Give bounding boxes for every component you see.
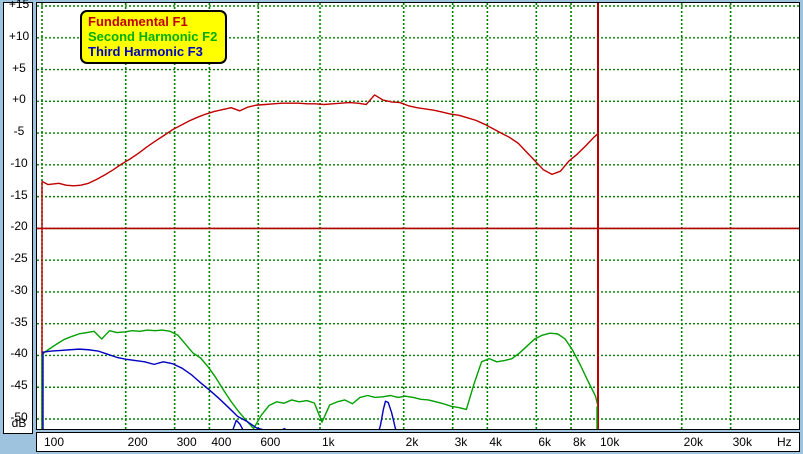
legend: Fundamental F1 Second Harmonic F2 Third … bbox=[80, 10, 228, 64]
x-axis-tick-label: 30k bbox=[732, 435, 752, 449]
legend-item-second-harmonic: Second Harmonic F2 bbox=[88, 29, 218, 44]
legend-item-third-harmonic: Third Harmonic F3 bbox=[88, 44, 203, 59]
frequency-response-chart bbox=[37, 3, 799, 429]
plot-area[interactable]: Fundamental F1 Second Harmonic F2 Third … bbox=[36, 2, 800, 430]
horizontal-gridlines bbox=[37, 5, 799, 420]
x-axis-tick-label: 10k bbox=[600, 435, 620, 449]
y-axis-unit-label: dB bbox=[11, 416, 27, 430]
y-axis-tick-label: -45 bbox=[10, 378, 28, 393]
x-axis-tick-label: 300 bbox=[176, 435, 197, 449]
legend-item-fundamental: Fundamental F1 bbox=[88, 14, 188, 29]
reference-markers bbox=[37, 3, 799, 429]
x-axis-tick-label: 8k bbox=[573, 435, 586, 449]
y-axis-tick-label: -35 bbox=[10, 314, 28, 329]
x-axis-tick-label: 200 bbox=[127, 435, 148, 449]
y-axis-tick-label: -15 bbox=[10, 187, 28, 202]
y-axis-tick-label: -20 bbox=[10, 219, 28, 234]
x-axis-tick-label: 6k bbox=[538, 435, 551, 449]
trace-lines bbox=[41, 94, 599, 429]
vertical-gridlines bbox=[41, 3, 732, 429]
x-axis-tick-label: 400 bbox=[211, 435, 232, 449]
y-axis-tick-label: +10 bbox=[8, 28, 30, 43]
x-axis: 100 200 300 400 600 1k 2k 3k 4k 6k 8k 10k 20k 30k Hz bbox=[36, 432, 800, 452]
y-axis-tick-label: +15 bbox=[8, 0, 30, 11]
y-axis-tick-label: -5 bbox=[13, 124, 25, 139]
x-axis-tick-label: 1k bbox=[322, 435, 335, 449]
x-axis-tick-label: 600 bbox=[260, 435, 281, 449]
x-axis-tick-label: 3k bbox=[454, 435, 468, 449]
x-axis-unit-label: Hz bbox=[777, 435, 792, 449]
y-axis-tick-label: -25 bbox=[10, 251, 28, 266]
y-axis: +15 +10 +5 +0 -5 -10 -15 -20 -25 -30 -35 -40 -45 -50 d… bbox=[3, 0, 33, 434]
y-axis-tick-label: -10 bbox=[10, 155, 28, 170]
y-axis-tick-label: +5 bbox=[12, 60, 26, 75]
x-axis-tick-label: 100 bbox=[44, 435, 65, 449]
x-axis-tick-label: 4k bbox=[489, 435, 503, 449]
y-axis-tick-label: -50 bbox=[10, 410, 28, 424]
y-axis-tick-label: -30 bbox=[10, 282, 28, 297]
x-axis-tick-label: 20k bbox=[683, 435, 704, 449]
y-axis-tick-label: +0 bbox=[12, 92, 26, 107]
y-axis-tick-label: -40 bbox=[10, 346, 28, 361]
x-axis-tick-label: 2k bbox=[405, 435, 419, 449]
